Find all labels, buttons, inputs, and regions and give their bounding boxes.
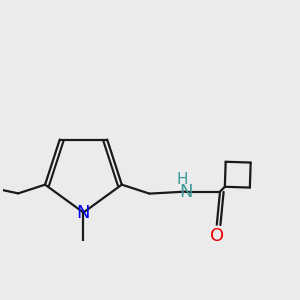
Text: N: N [179,183,193,201]
Text: O: O [210,227,224,245]
Text: H: H [177,172,188,187]
Text: N: N [77,203,90,221]
